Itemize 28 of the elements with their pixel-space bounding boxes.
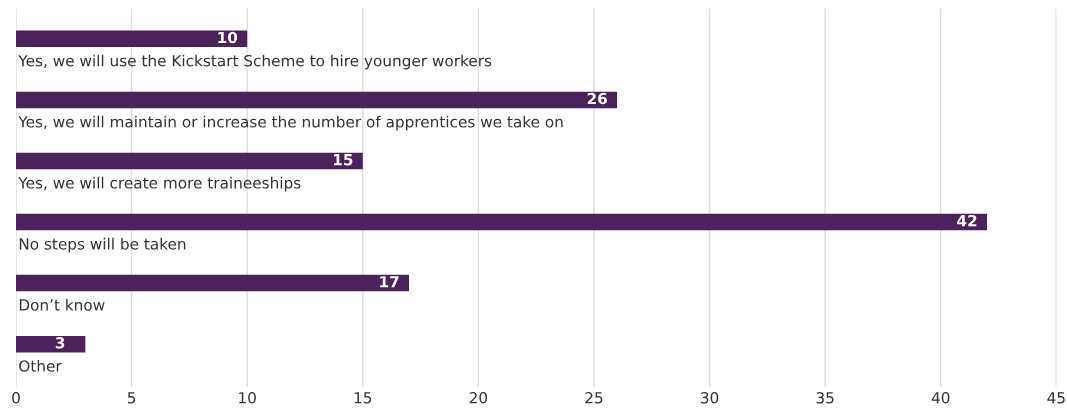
x-tick-label: 5 — [127, 392, 136, 404]
x-tick-label: 40 — [931, 392, 950, 404]
x-tick-label: 25 — [585, 392, 603, 404]
data-label: 42 — [957, 214, 977, 227]
x-tick-label: 15 — [354, 392, 372, 404]
y-tick-label: Yes, we will create more traineeships — [18, 176, 301, 192]
x-tick-label: 45 — [1047, 392, 1065, 404]
bar — [16, 213, 987, 231]
data-label: 26 — [587, 92, 607, 105]
x-tick-label: 0 — [12, 392, 20, 404]
y-tick-label: Yes, we will use the Kickstart Scheme to hire younger workers — [18, 54, 492, 70]
y-tick-label: Yes, we will maintain or increase the number of apprentices we take on — [18, 115, 563, 131]
y-tick-label: Other — [19, 359, 62, 372]
bar — [16, 152, 363, 170]
data-label: 15 — [333, 154, 353, 166]
data-label: 17 — [380, 276, 399, 288]
x-tick-label: 30 — [701, 392, 719, 404]
x-tick-label: 10 — [239, 392, 256, 404]
y-tick-label: No steps will be taken — [19, 237, 186, 253]
bar — [16, 91, 618, 109]
x-tick-label: 20 — [469, 392, 488, 404]
bar — [16, 30, 248, 48]
bar — [16, 335, 86, 353]
data-label: 3 — [55, 337, 65, 349]
data-label: 10 — [218, 31, 238, 44]
x-tick-label: 35 — [816, 392, 834, 404]
bar — [16, 274, 410, 292]
y-tick-label: Don’t know — [19, 298, 105, 311]
